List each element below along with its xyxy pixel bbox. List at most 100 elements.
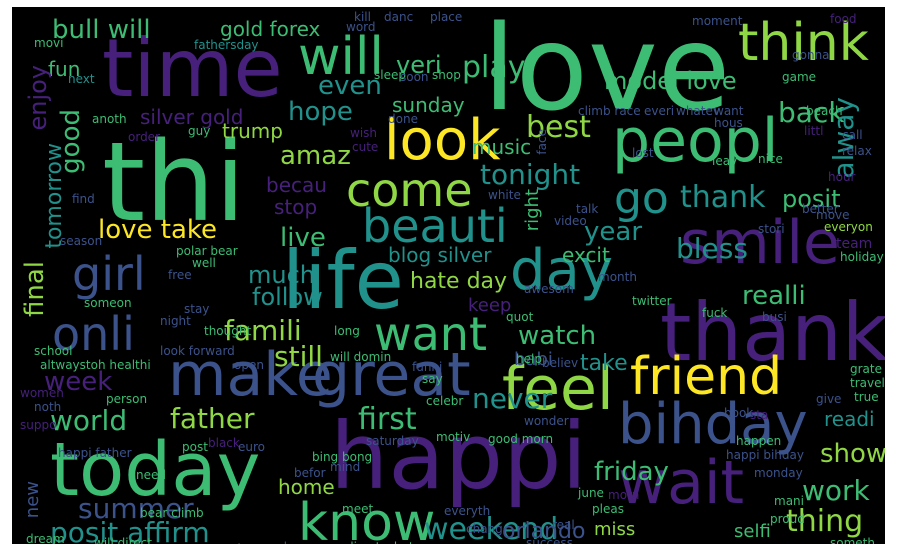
word-work: work	[802, 474, 870, 507]
word-make: make	[168, 340, 333, 410]
word-becau: becau	[266, 173, 327, 197]
word-place: place	[430, 10, 463, 24]
word-smile: smile	[680, 208, 840, 278]
word-face: face	[535, 129, 549, 155]
word-school: school	[34, 344, 73, 358]
word-want: want	[714, 104, 744, 118]
word-gold-forex: gold forex	[220, 17, 321, 41]
word-great: great	[312, 340, 471, 410]
word-girl: girl	[72, 247, 146, 301]
word-help: help	[516, 352, 542, 366]
word-happen: happen	[736, 434, 782, 448]
word-bear-climb: bear climb	[140, 506, 204, 520]
word-guy: guy	[188, 124, 211, 138]
word-trump: trump	[222, 119, 283, 143]
word-hate-day: hate day	[410, 269, 508, 294]
word-today: today	[50, 427, 261, 513]
word-best: best	[526, 110, 591, 145]
word-long: long	[334, 324, 360, 338]
word-sunday: sunday	[392, 93, 465, 117]
word-proud: proud	[770, 512, 805, 526]
word-friday: friday	[594, 457, 669, 487]
word-tomorrow: tomorrow	[42, 143, 67, 249]
word-monday: monday	[754, 466, 803, 480]
word-befor: befor	[294, 466, 326, 480]
word-first: first	[358, 402, 417, 437]
word-next: next	[68, 72, 95, 86]
word-better: better	[802, 202, 839, 216]
word-wait: wait	[618, 448, 745, 518]
word-never: never	[472, 382, 553, 415]
word-wish: wish	[350, 126, 378, 140]
word-keep: keep	[468, 295, 512, 316]
word-kill: kill	[354, 10, 371, 24]
word-motiv: motiv	[436, 430, 471, 444]
word-women: women	[20, 386, 64, 400]
word-noth: noth	[34, 400, 62, 414]
word-happi-father: happi father	[58, 446, 132, 460]
word-true: true	[854, 390, 879, 404]
word-peopl: peopl	[612, 106, 779, 176]
word-mani: mani	[774, 494, 804, 508]
word-bull-will: bull will	[52, 15, 151, 45]
word-white: white	[488, 188, 521, 202]
word-america: america	[206, 543, 255, 544]
word-new: new	[22, 481, 43, 519]
word-quot: quot	[506, 310, 534, 324]
word-euro: euro	[238, 440, 265, 454]
word-will-domin: will domin	[330, 350, 392, 364]
word-posit-affirm: posit affirm	[50, 516, 210, 545]
word-weekend: weekend	[424, 512, 559, 545]
word-fun: fun	[48, 57, 81, 81]
word-babi: babi	[514, 349, 553, 370]
word-much: much	[248, 261, 315, 289]
word-real: real	[552, 518, 575, 532]
word-pleas: pleas	[592, 502, 624, 516]
word-thing: thing	[786, 504, 864, 539]
word-littl: littl	[804, 124, 824, 138]
word-climb-race: climb race	[578, 104, 641, 118]
word-follow: follow	[252, 283, 323, 311]
word-will: will	[298, 27, 384, 87]
word-anoth: anoth	[92, 112, 127, 126]
word-cloud: love thi happi time thank life today peopl smile…	[12, 7, 885, 544]
word-veri: veri	[396, 51, 442, 79]
word-whatev: whatev	[676, 104, 720, 118]
word-movi: movi	[34, 36, 64, 50]
word-play: play	[462, 50, 526, 85]
word-onli: onli	[52, 307, 135, 361]
word-move: move	[816, 208, 850, 222]
word-season: season	[60, 234, 103, 248]
word-awesom: awesom	[524, 282, 574, 296]
word-live: live	[280, 223, 326, 253]
word-show: show	[820, 439, 885, 469]
word-bing-bong: bing bong	[312, 450, 373, 464]
word-model-love: model love	[604, 67, 737, 95]
word-still: still	[274, 340, 323, 373]
word-twitter: twitter	[632, 294, 672, 308]
word-holiday: holiday	[840, 250, 884, 264]
word-month: month	[598, 270, 637, 284]
word-call: call	[842, 128, 863, 142]
word-stop: stop	[274, 195, 318, 219]
word-give: give	[816, 392, 842, 406]
word-altwaystoh-healthi: altwaystoh healthi	[40, 358, 151, 372]
word-miss: miss	[594, 519, 636, 540]
word-home: home	[278, 475, 335, 499]
word-will-direct: will direct	[94, 536, 152, 544]
word-blog-silver: blog silver	[388, 243, 492, 267]
word-travel: travel	[850, 376, 885, 390]
word-want: want	[374, 307, 488, 361]
word-day: day	[510, 238, 614, 303]
word-saturday: saturday	[366, 434, 419, 448]
word-well: well	[192, 256, 216, 270]
word-beach: beach	[806, 104, 843, 118]
word-moment: moment	[692, 14, 743, 28]
word-funni: funni	[412, 360, 443, 374]
word-mind: mind	[330, 460, 361, 474]
word-silver-gold: silver gold	[140, 105, 244, 129]
word-thank: thank	[660, 286, 885, 379]
word-enjoy: enjoy	[24, 65, 52, 131]
word-everi: everi	[644, 104, 675, 118]
word-famili: famili	[224, 314, 302, 347]
